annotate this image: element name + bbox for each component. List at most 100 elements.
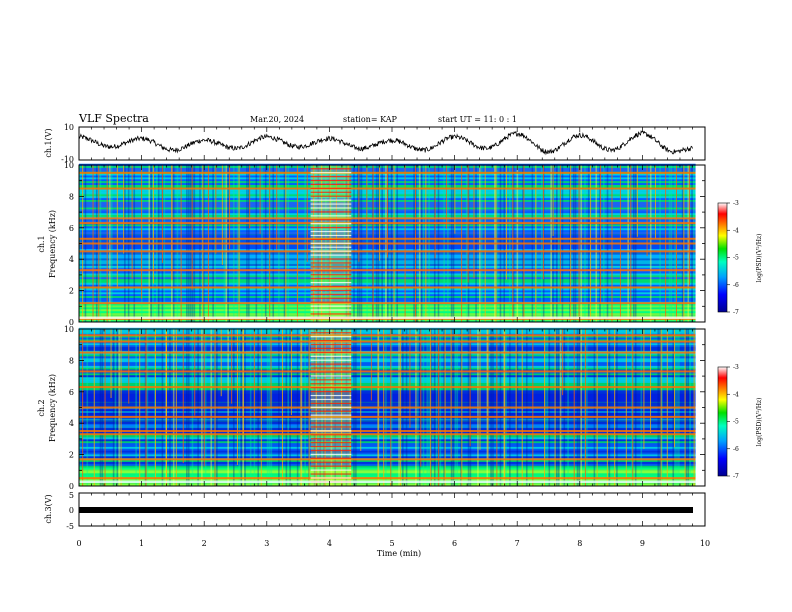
ch1-spec-ytick-label: 4: [69, 255, 74, 264]
spec-burst-line: [310, 461, 352, 463]
spec-band: [79, 339, 696, 342]
spec-impulse: [689, 165, 691, 285]
spec-band: [79, 259, 696, 263]
spec-band: [79, 446, 696, 449]
spec-band: [79, 265, 696, 268]
spec-band: [79, 408, 696, 412]
spec-band: [79, 284, 696, 287]
spec-band: [79, 459, 696, 463]
ch2-spec-ytick-label: 2: [69, 451, 74, 460]
spec-strong-band: [79, 477, 696, 480]
spec-impulse: [276, 165, 278, 250]
spec-strong-band: [79, 351, 696, 354]
spec-strong-band: [79, 222, 696, 225]
ch1-spectrogram-heatmap: [79, 163, 705, 323]
ch1-waveform-trace: [78, 130, 693, 156]
spec-band: [79, 289, 696, 293]
spec-burst-line: [310, 410, 352, 412]
spec-burst-line: [310, 438, 352, 440]
ch1-colorbar-tick-label: -6: [733, 282, 739, 289]
spec-band: [79, 278, 696, 282]
spec-impulse: [366, 165, 368, 239]
spec-impulse: [236, 329, 238, 465]
spec-band: [79, 404, 696, 408]
spec-band: [79, 273, 696, 276]
spec-burst-line: [310, 199, 352, 201]
spec-band: [79, 427, 696, 430]
ch3-waveform-panel: 5 0 -5 ch.3(V): [44, 491, 706, 531]
spec-lowfreq-ribbon: [79, 316, 696, 320]
spec-band: [79, 314, 696, 317]
spec-strong-band: [79, 334, 696, 337]
ch1-spec-ylabel-line2: Frequency (kHz): [48, 210, 57, 278]
spec-impulse: [552, 165, 554, 237]
spec-band: [79, 470, 696, 474]
ch2-spec-ytick-label: 4: [69, 419, 74, 428]
spec-impulse: [370, 329, 372, 401]
spec-band: [79, 448, 696, 451]
spec-band: [79, 367, 696, 370]
ch2-colorbar-gradient: [717, 366, 728, 477]
spec-band: [79, 274, 696, 278]
spec-burst-line: [310, 434, 352, 436]
spec-burst-line: [310, 172, 352, 174]
spec-burst-line: [310, 473, 352, 475]
spec-burst-line: [310, 274, 352, 276]
spec-strong-band: [79, 340, 696, 343]
spec-burst-line: [310, 469, 352, 471]
spec-impulse: [650, 329, 652, 433]
spec-band: [79, 431, 696, 434]
spec-band: [79, 469, 696, 472]
spec-burst-line: [310, 183, 352, 186]
spec-burst-line: [310, 254, 352, 256]
time-tick-label: 5: [389, 539, 394, 548]
spec-burst-line: [310, 375, 352, 377]
spec-band: [79, 303, 696, 306]
ch1-spec-ytick-label: 0: [69, 318, 74, 327]
ch2-colorbar-label: log(PSD)(V²/Hz): [756, 398, 763, 447]
spec-burst-line: [310, 398, 352, 401]
spec-band: [79, 403, 696, 406]
spec-strong-band: [79, 430, 696, 433]
spec-burst-line: [310, 343, 352, 346]
spec-band: [79, 399, 696, 402]
spec-band: [79, 361, 696, 365]
ch2-colorbar: -3 -4 -5 -6 -7 log(PSD)(V²/Hz): [717, 364, 763, 480]
spec-impulse: [242, 329, 244, 434]
spec-band: [79, 472, 696, 476]
spec-band: [79, 293, 696, 297]
time-tick-label: 2: [202, 539, 207, 548]
date-label: Mar.20, 2024: [250, 115, 304, 124]
ch1-spec-ytick-label: 6: [69, 224, 74, 233]
spec-band: [79, 435, 696, 438]
ch2-spec-ytick-label: 10: [64, 325, 74, 334]
time-tick-label: 9: [640, 539, 645, 548]
ch2-colorbar-tick-label: -6: [733, 446, 739, 453]
spec-strong-band: [79, 386, 696, 389]
spec-band: [79, 331, 696, 334]
spec-impulse: [409, 329, 411, 428]
time-tick-label: 0: [76, 539, 81, 548]
spec-burst-line: [310, 278, 352, 280]
spec-burst-line: [310, 293, 352, 295]
spec-band: [79, 380, 696, 383]
time-tick-label: 6: [452, 539, 457, 548]
spec-impulse: [231, 329, 233, 404]
spec-strong-band: [79, 250, 696, 253]
spec-impulse: [379, 165, 381, 261]
spec-strong-band: [79, 370, 696, 373]
spec-impulse: [203, 329, 205, 467]
spec-impulse: [646, 165, 648, 257]
spec-strong-band: [79, 171, 696, 174]
spec-impulse: [643, 329, 645, 450]
spec-burst-line: [310, 363, 352, 365]
spec-burst-line: [310, 168, 352, 170]
spec-band: [79, 354, 696, 357]
time-axis-label: Time (min): [377, 549, 421, 558]
spec-band: [79, 342, 696, 346]
spec-burst-line: [310, 336, 352, 338]
spec-burst-line: [310, 246, 352, 248]
spec-burst-line: [310, 406, 352, 408]
spec-band: [79, 452, 696, 455]
